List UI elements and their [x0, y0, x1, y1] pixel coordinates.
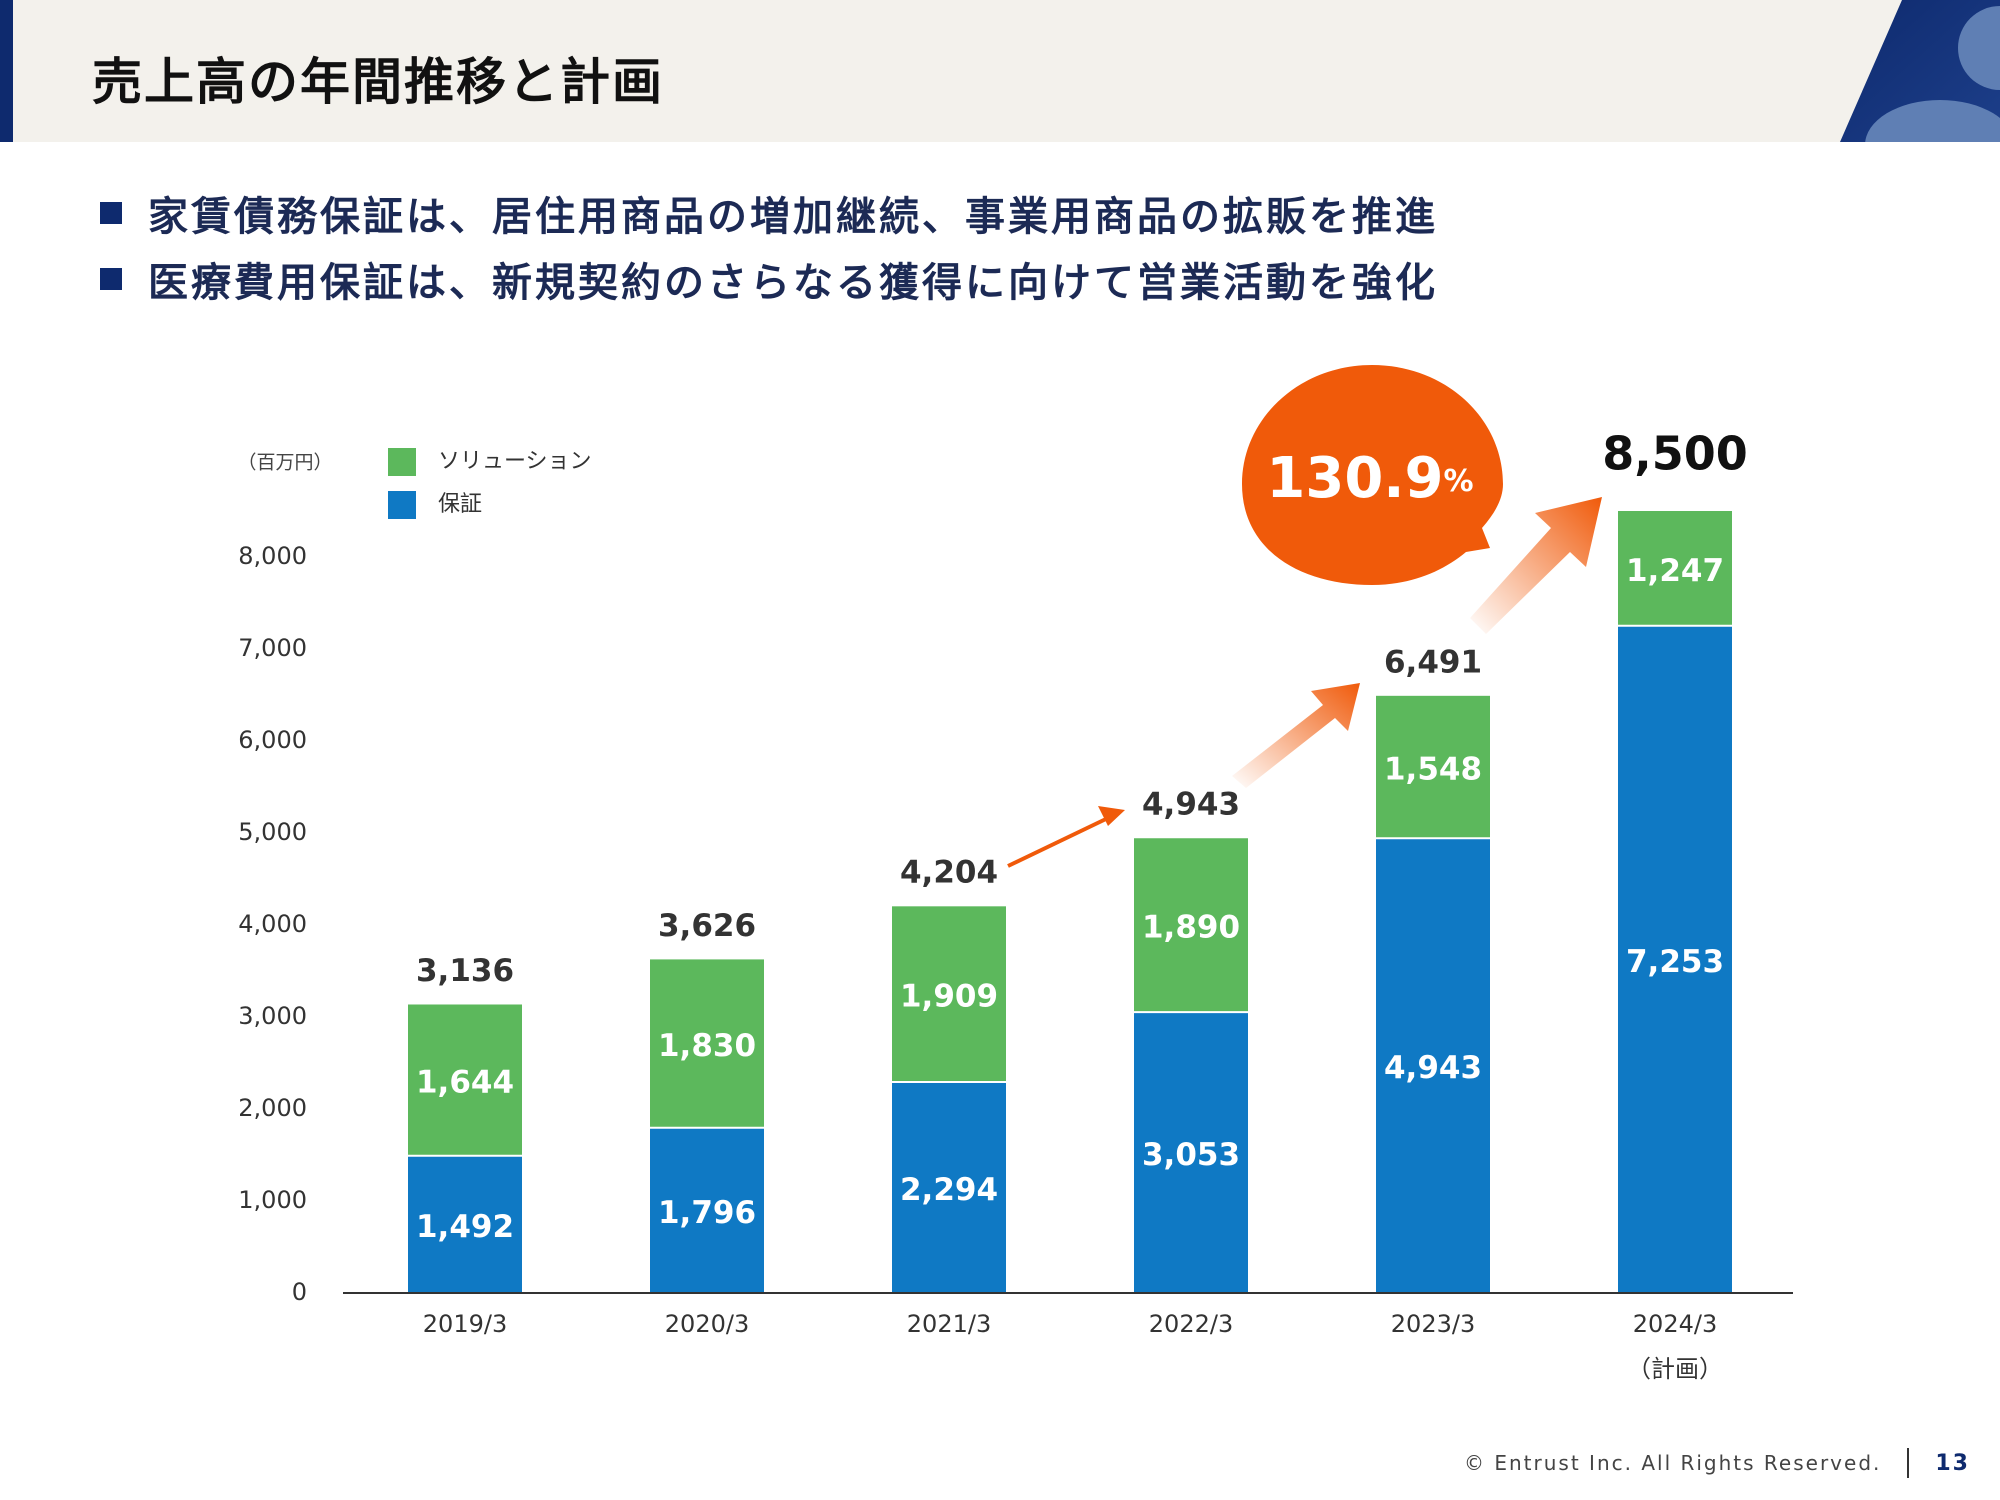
bar-total-label: 3,626 [658, 908, 756, 944]
x-tick-label: 2019/3 [423, 1310, 507, 1338]
bar-label-solution: 1,644 [416, 1065, 514, 1101]
bar-segment-guarantee [1618, 625, 1732, 1293]
bar-total-label: 3,136 [416, 953, 514, 989]
bar-label-solution: 1,830 [658, 1028, 756, 1064]
growth-callout-value: 130.9% [1266, 446, 1473, 511]
x-tick-label: 2022/3 [1149, 1310, 1233, 1338]
y-tick-label: 2,000 [238, 1094, 307, 1122]
bar-label-guarantee: 2,294 [900, 1172, 998, 1208]
bar-total-label: 4,943 [1142, 787, 1240, 823]
bar-segment-solution [1134, 838, 1248, 1013]
legend-swatch [388, 448, 416, 476]
y-tick-label: 8,000 [238, 542, 307, 570]
x-tick-label: 2024/3 [1633, 1310, 1717, 1338]
bullet-text: 医療費用保証は、新規契約のさらなる獲得に向けて営業活動を強化 [148, 260, 1438, 306]
bar-segment-guarantee [892, 1081, 1006, 1293]
y-tick-label: 3,000 [238, 1002, 307, 1030]
bar-label-guarantee: 4,943 [1384, 1050, 1482, 1086]
bar-segment-guarantee [1376, 838, 1490, 1293]
bar-label-guarantee: 1,796 [658, 1195, 756, 1231]
bar-total-label: 6,491 [1384, 644, 1482, 680]
growth-arrow-line [1007, 816, 1109, 868]
bar-label-solution: 1,909 [900, 979, 998, 1015]
growth-callout-bubble [1242, 365, 1503, 585]
bar-segment-guarantee [1134, 1012, 1248, 1293]
x-tick-label: 2020/3 [665, 1310, 749, 1338]
copyright-text: © Entrust Inc. All Rights Reserved. [1464, 1451, 1882, 1475]
growth-callout-unit: % [1444, 464, 1474, 499]
bullet-text: 家賃債務保証は、居住用商品の増加継続、事業用商品の拡販を推進 [148, 194, 1438, 240]
bar-segment-guarantee [650, 1127, 764, 1293]
y-tick-label: 0 [292, 1278, 307, 1306]
footer: © Entrust Inc. All Rights Reserved. 13 [1464, 1448, 1970, 1478]
bar-segment-solution [650, 959, 764, 1128]
legend-swatch [388, 491, 416, 519]
bar-segment-solution [408, 1004, 522, 1156]
y-tick-label: 4,000 [238, 910, 307, 938]
bar-label-guarantee: 7,253 [1626, 944, 1724, 980]
legend-label: ソリューション [438, 449, 592, 474]
y-tick-label: 7,000 [238, 634, 307, 662]
bar-segment-solution [1618, 511, 1732, 626]
bullet-item: 家賃債務保証は、居住用商品の増加継続、事業用商品の拡販を推進 [100, 180, 1438, 246]
header-bar [0, 0, 2000, 142]
x-tick-label: 2023/3 [1391, 1310, 1475, 1338]
y-tick-label: 1,000 [238, 1186, 307, 1214]
header-accent-bar [0, 0, 13, 142]
bar-total-label: 4,204 [900, 855, 998, 891]
page-title: 売上高の年間推移と計画 [92, 53, 664, 111]
bar-segment-solution [1376, 695, 1490, 839]
bullet-square-icon [100, 202, 122, 224]
corner-decoration-icon [1840, 0, 2000, 142]
growth-arrow-gradient [1470, 497, 1602, 634]
bar-label-solution: 1,548 [1384, 752, 1482, 788]
footer-divider [1907, 1448, 1910, 1478]
y-unit-label: （百万円） [237, 452, 332, 474]
growth-arrow-gradient [1232, 683, 1360, 788]
legend-label: 保証 [438, 492, 482, 517]
y-tick-label: 5,000 [238, 818, 307, 846]
bar-label-guarantee: 3,053 [1142, 1137, 1240, 1173]
bullet-square-icon [100, 268, 122, 290]
x-tick-label: 2021/3 [907, 1310, 991, 1338]
bar-total-label: 8,500 [1602, 427, 1748, 481]
growth-arrowhead [1098, 806, 1125, 826]
bullet-item: 医療費用保証は、新規契約のさらなる獲得に向けて営業活動を強化 [100, 246, 1438, 312]
bar-label-solution: 1,247 [1626, 553, 1724, 589]
page-number: 13 [1935, 1450, 1970, 1476]
bar-segment-guarantee [408, 1155, 522, 1293]
bar-label-solution: 1,890 [1142, 910, 1240, 946]
y-tick-label: 6,000 [238, 726, 307, 754]
bullet-list: 家賃債務保証は、居住用商品の増加継続、事業用商品の拡販を推進 医療費用保証は、新… [100, 180, 1438, 312]
x-tick-note: （計画） [1627, 1355, 1723, 1383]
bar-label-guarantee: 1,492 [416, 1209, 514, 1245]
growth-callout-number: 130.9 [1266, 446, 1443, 511]
bar-segment-solution [892, 906, 1006, 1082]
